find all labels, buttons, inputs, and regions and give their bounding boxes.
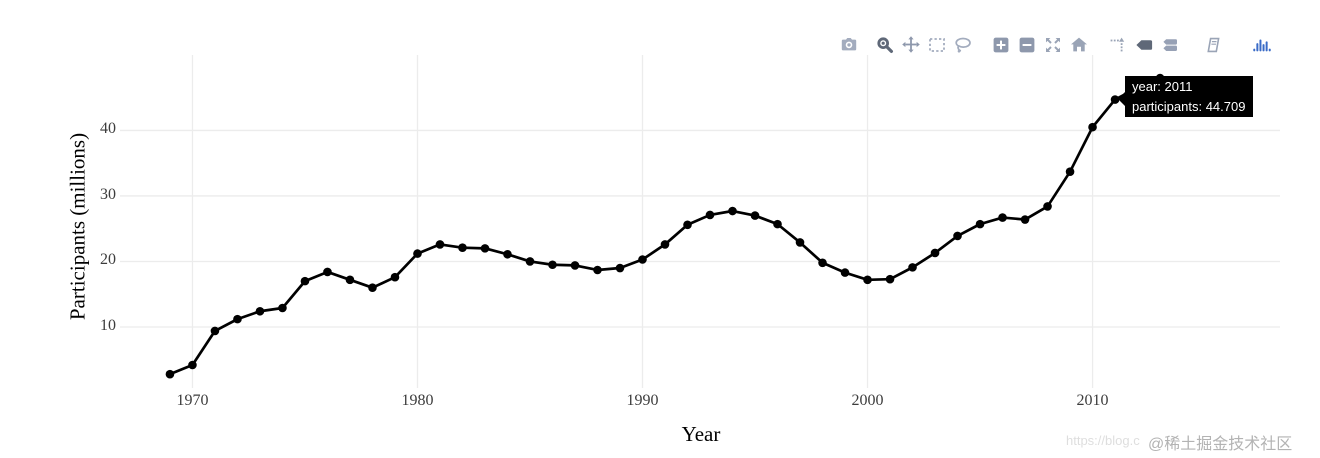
data-point-marker[interactable] [503, 249, 512, 259]
data-point-marker[interactable] [570, 261, 580, 270]
data-point-marker[interactable] [615, 263, 625, 273]
data-point-marker[interactable] [480, 244, 490, 253]
x-tick-label: 1970 [176, 392, 209, 409]
data-point-marker[interactable] [705, 210, 715, 220]
data-point-marker[interactable] [998, 213, 1007, 222]
data-point-marker[interactable] [345, 275, 355, 285]
data-point-marker[interactable] [323, 267, 332, 277]
data-point-marker[interactable] [795, 238, 805, 247]
data-point-marker[interactable] [728, 206, 737, 216]
data-point-marker[interactable] [953, 231, 962, 241]
x-axis-title: Year [681, 422, 721, 446]
data-point-marker[interactable] [1043, 202, 1052, 211]
lasso-select-icon[interactable] [953, 34, 973, 56]
data-point-marker[interactable] [818, 258, 827, 268]
tooltip-arrow [1118, 92, 1125, 106]
data-point-marker[interactable] [683, 220, 692, 230]
tooltip-participants: participants: 44.709 [1132, 99, 1246, 114]
zoom-in-icon[interactable] [991, 34, 1011, 56]
y-axis-title: Participants (millions) [65, 132, 90, 321]
y-tick-label: 20 [100, 251, 116, 269]
data-point-marker[interactable] [1088, 122, 1097, 132]
hover-compare-icon[interactable] [1160, 34, 1180, 56]
data-point-marker[interactable] [233, 314, 242, 324]
hover-closest-icon[interactable] [1134, 34, 1154, 56]
autoscale-icon[interactable] [1043, 34, 1063, 56]
data-point-marker[interactable] [1065, 167, 1075, 177]
y-tick-label: 10 [100, 316, 116, 334]
x-tick-label: 1980 [401, 392, 434, 409]
data-point-marker[interactable] [413, 249, 422, 258]
box-select-icon[interactable] [927, 34, 947, 56]
data-point-marker[interactable] [908, 263, 917, 272]
data-point-marker[interactable] [435, 240, 445, 249]
data-point-marker[interactable] [548, 260, 557, 270]
data-point-marker[interactable] [773, 219, 782, 229]
data-point-marker[interactable] [1020, 215, 1030, 224]
zoom-icon[interactable] [875, 34, 895, 56]
plotly-logo-icon[interactable] [1252, 34, 1272, 56]
x-tick-label: 2000 [851, 392, 884, 409]
camera-icon[interactable] [839, 34, 859, 56]
hover-tooltip: year: 2011 participants: 44.709 [1118, 76, 1254, 117]
data-point-marker[interactable] [368, 283, 377, 292]
y-tick-label: 30 [100, 185, 116, 203]
data-point-marker[interactable] [660, 240, 670, 249]
reset-axes-icon[interactable] [1069, 34, 1089, 56]
tooltip-year: year: 2011 [1132, 79, 1193, 94]
data-point-marker[interactable] [255, 306, 265, 316]
data-point-marker[interactable] [975, 219, 985, 229]
data-point-marker[interactable] [390, 272, 400, 282]
data-point-marker[interactable] [188, 360, 197, 370]
data-point-marker[interactable] [885, 274, 895, 284]
data-point-marker[interactable] [930, 248, 940, 258]
spikeline-icon[interactable] [1108, 34, 1128, 56]
zoom-out-icon[interactable] [1017, 34, 1037, 56]
pan-icon[interactable] [901, 34, 921, 56]
data-point-marker[interactable] [593, 265, 602, 275]
data-point-marker[interactable] [863, 275, 872, 285]
watermark-community: @稀土掘金技术社区 [1148, 436, 1293, 453]
data-point-marker[interactable] [1110, 95, 1120, 104]
watermark-url: https://blog.c [1066, 433, 1140, 448]
series-line [169, 76, 1161, 376]
x-tick-label: 1990 [626, 392, 659, 409]
data-point-marker[interactable] [750, 211, 760, 220]
y-tick-label: 40 [100, 120, 116, 138]
data-point-marker[interactable] [278, 303, 287, 313]
data-point-marker[interactable] [165, 369, 175, 379]
data-point-marker[interactable] [458, 243, 467, 253]
x-tick-label: 2010 [1076, 392, 1109, 409]
data-point-marker[interactable] [210, 326, 220, 336]
data-point-marker[interactable] [300, 276, 310, 286]
modebar [839, 33, 1278, 57]
data-point-marker[interactable] [525, 257, 535, 266]
notebook-icon[interactable] [1203, 34, 1223, 56]
data-point-marker[interactable] [638, 255, 647, 264]
data-point-marker[interactable] [840, 268, 850, 277]
